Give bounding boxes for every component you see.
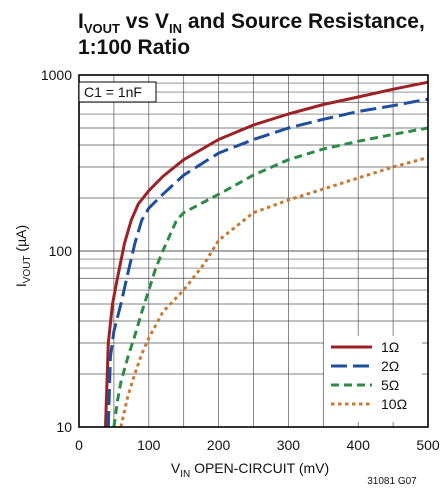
grid bbox=[79, 75, 428, 427]
series-lines bbox=[104, 80, 429, 428]
y-tick-label: 1000 bbox=[41, 67, 72, 83]
x-tick-label: 0 bbox=[75, 437, 83, 453]
legend-label: 1Ω bbox=[381, 339, 399, 355]
y-tick-label: 10 bbox=[56, 419, 72, 435]
legend-label: 2Ω bbox=[381, 358, 399, 374]
legend: 1Ω 2Ω 5Ω 10Ω bbox=[331, 339, 407, 412]
chart-title-line2: 1:100 Ratio bbox=[78, 36, 190, 59]
legend-box bbox=[324, 336, 422, 422]
x-tick-label: 300 bbox=[277, 437, 301, 453]
x-tick-label: 500 bbox=[416, 437, 440, 453]
series-line-1ohm bbox=[104, 80, 429, 428]
y-tick-labels: 10 100 1000 bbox=[41, 67, 72, 435]
x-tick-label: 200 bbox=[207, 437, 231, 453]
chart-title-line1: IVOUT vs VIN and Source Resistance, bbox=[78, 10, 425, 36]
series-line-2ohm bbox=[106, 97, 429, 428]
annotation-box bbox=[78, 81, 157, 103]
legend-label: 10Ω bbox=[381, 396, 407, 412]
y-tick-label: 100 bbox=[49, 243, 73, 259]
figure-id: 31081 G07 bbox=[367, 476, 417, 487]
x-tick-labels: 0 100 200 300 400 500 bbox=[75, 437, 440, 453]
legend-label: 5Ω bbox=[381, 377, 399, 393]
x-tick-label: 400 bbox=[347, 437, 371, 453]
plot-frame bbox=[78, 74, 429, 428]
x-axis-label: VIN OPEN-CIRCUIT (mV) bbox=[171, 460, 329, 480]
x-tick-label: 100 bbox=[137, 437, 161, 453]
y-axis-label: IVOUT (µA) bbox=[13, 225, 33, 287]
annotation-text: C1 = 1nF bbox=[84, 84, 142, 100]
series-line-5ohm bbox=[112, 126, 429, 428]
